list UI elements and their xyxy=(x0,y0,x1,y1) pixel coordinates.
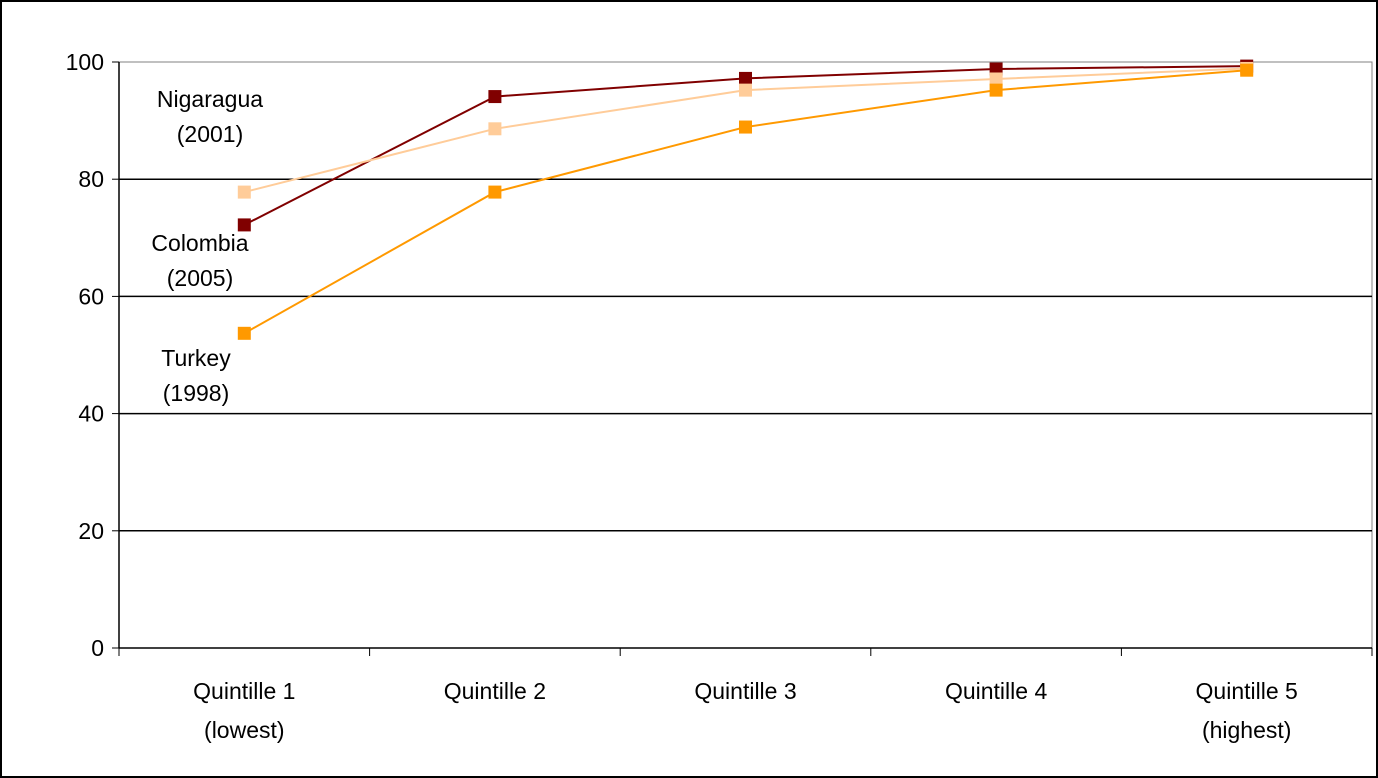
series-label: Colombia (2005) xyxy=(151,230,248,291)
data-point xyxy=(237,218,251,232)
data-point xyxy=(739,120,752,134)
x-tick-label: Quintille 5 (highest) xyxy=(1196,678,1298,743)
y-tick-label: 60 xyxy=(78,283,104,309)
y-tick-label: 40 xyxy=(78,401,104,427)
data-point xyxy=(989,62,1003,76)
x-tick-label: Quintille 3 xyxy=(694,678,796,704)
data-point xyxy=(739,83,752,97)
series xyxy=(237,59,1254,340)
data-point xyxy=(1240,63,1254,77)
x-tick-label: Quintille 4 xyxy=(945,678,1047,704)
plot-area xyxy=(118,61,1373,649)
data-point xyxy=(488,122,502,136)
series-label: Turkey (1998) xyxy=(161,345,231,406)
data-point xyxy=(237,185,251,199)
y-tick-label: 80 xyxy=(78,166,104,192)
axes: 0 20 40 60 80 100 Quintille 1 (lowest) Quintille… xyxy=(66,49,1373,743)
data-point xyxy=(488,185,502,199)
data-point xyxy=(488,90,502,104)
series-label: Nigaragua (2001) xyxy=(157,86,263,147)
y-tick-label: 100 xyxy=(66,49,104,75)
data-point xyxy=(739,71,752,85)
y-tick-label: 0 xyxy=(91,635,104,661)
x-tick-label: Quintille 1 (lowest) xyxy=(193,678,295,743)
gridlines xyxy=(119,178,1372,532)
labels: Nigaragua (2001) Colombia (2005) Turkey (1998… xyxy=(151,86,263,406)
x-tick-label: Quintille 2 xyxy=(444,678,546,704)
data-point xyxy=(989,72,1003,86)
data-point xyxy=(989,83,1003,97)
data-point xyxy=(237,326,251,340)
y-tick-label: 20 xyxy=(78,518,104,544)
